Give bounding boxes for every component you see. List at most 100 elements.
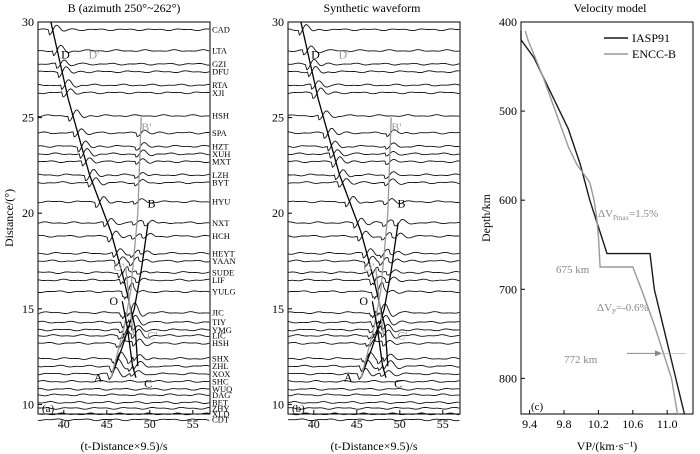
trace (38, 324, 210, 337)
x-tick-label: 9.4 (522, 417, 537, 431)
station-label: HSH (212, 338, 229, 348)
panel-c-series (520, 30, 686, 415)
x-tick-label: 10.2 (588, 417, 609, 431)
trace (287, 380, 460, 383)
series-encc-b (524, 30, 679, 415)
panel-c-annotations: ΔVPmax=1.5% 675 km ΔVP=-0.6% 772 km (556, 208, 686, 366)
trace (37, 79, 210, 91)
panel-a-branches (50, 21, 149, 378)
branch-ab (110, 222, 149, 378)
trace (38, 168, 210, 181)
panel-a: B (azimuth 250°~262°) 40 45 50 55 10 15 20 25 30… (2, 1, 236, 453)
trace (37, 387, 210, 391)
branch-ddp (300, 21, 389, 367)
panel-c-frame (520, 21, 694, 415)
trace (37, 406, 210, 410)
point-label: B (398, 197, 406, 211)
trace (38, 328, 210, 340)
panel-b-title: Synthetic waveform (324, 1, 422, 15)
y-tick-label: 20 (272, 206, 284, 220)
point-label: B' (141, 120, 151, 134)
y-tick-label: 20 (22, 206, 34, 220)
panel-b-point-labels: D D' B' B O' O C' A C (311, 48, 407, 391)
y-tick-label: 25 (22, 111, 34, 125)
y-tick-label: 10 (22, 397, 34, 411)
station-label: SHX (212, 354, 229, 364)
panel-b-ticks: 40 45 50 55 10 15 20 25 30 (272, 15, 449, 431)
x-tick-label: 10.6 (622, 417, 643, 431)
point-label: A (344, 371, 353, 385)
branch-ab (360, 222, 399, 378)
trace (287, 412, 460, 416)
panel-a-ticks: 40 45 50 55 10 15 20 25 30 (22, 15, 199, 431)
annotation: ΔVPmax=1.5% (598, 208, 658, 222)
panel-c-legend: IASP91 ENCC-B (604, 31, 676, 61)
point-label: A (94, 371, 103, 385)
trace (287, 352, 460, 365)
station-label: XJI (212, 88, 224, 98)
branch-opc' (125, 266, 135, 336)
point-label: D' (338, 48, 349, 62)
station-label: DFU (212, 67, 229, 77)
station-label: MXT (212, 157, 232, 167)
panel-b-label: (b) (292, 403, 305, 415)
point-label: D (311, 48, 320, 62)
trace (287, 303, 460, 319)
station-label: SHC (212, 376, 229, 386)
y-tick-label: 30 (22, 15, 34, 29)
trace (288, 266, 460, 278)
point-label: O (109, 294, 118, 308)
station-label: HEYT (212, 248, 235, 258)
panel-b-branches (300, 21, 399, 378)
panel-b-traces (287, 24, 460, 422)
y-tick-label: 15 (272, 302, 284, 316)
trace (287, 169, 460, 181)
trace (287, 24, 460, 36)
trace (38, 256, 210, 267)
trace (37, 230, 210, 243)
y-tick-label: 800 (499, 371, 517, 385)
y-tick-label: 15 (22, 302, 34, 316)
trace (37, 177, 210, 188)
trace (288, 393, 460, 397)
y-tick-label: 10 (272, 397, 284, 411)
annotation: 675 km (556, 264, 590, 276)
station-label: JIC (212, 308, 224, 318)
station-label: HZT (212, 141, 229, 151)
x-tick-label: 50 (144, 417, 156, 431)
branch-oc (371, 301, 387, 378)
station-label: NXT (212, 218, 230, 228)
branch-abp (110, 117, 142, 378)
trace (287, 230, 460, 242)
trace (37, 393, 210, 397)
trace (287, 196, 460, 208)
trace (287, 314, 460, 328)
trace (287, 248, 460, 259)
trace (37, 367, 210, 381)
trace (38, 109, 210, 122)
trace (288, 217, 460, 229)
trace (287, 337, 460, 348)
branch-abp (360, 117, 392, 378)
trace (37, 88, 210, 98)
trace (37, 351, 210, 366)
station-label: LZH (212, 170, 229, 180)
point-label: O' (113, 260, 124, 274)
panel-c-label: (c) (531, 401, 544, 413)
point-label: O' (363, 260, 374, 274)
x-tick-label: 9.8 (557, 417, 572, 431)
trace (287, 406, 460, 410)
trace (288, 329, 460, 340)
trace (37, 412, 210, 416)
trace (288, 58, 460, 71)
point-label: C (394, 376, 402, 390)
trace (287, 66, 460, 78)
station-label: YAAN (212, 256, 236, 266)
panel-a-traces (37, 24, 210, 422)
station-label: LTA (212, 46, 228, 56)
station-label: SPA (212, 128, 228, 138)
panel-a-xlabel: (t-Distance×9.5)/s (80, 439, 167, 453)
station-label: HCH (212, 231, 230, 241)
trace (37, 380, 210, 383)
